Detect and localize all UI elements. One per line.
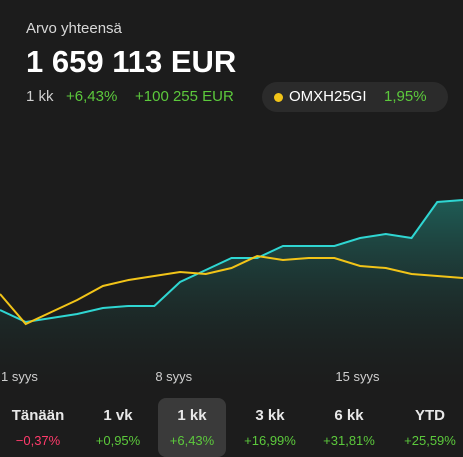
legend-pill[interactable]: OMXH25GI 1,95% xyxy=(262,82,448,112)
tab-label: Tänään xyxy=(11,407,65,424)
change-pct: +6,43% xyxy=(66,88,118,105)
period: 1 kk xyxy=(26,88,54,105)
legend-dot xyxy=(274,93,283,102)
total-label: Arvo yhteensä xyxy=(26,20,122,37)
tab[interactable]: 3 kk +16,99% xyxy=(236,398,304,457)
tab-label: YTD xyxy=(415,407,445,424)
line xyxy=(0,199,463,324)
tab-label: 6 kk xyxy=(334,407,364,424)
x-tick-label: 1 syys xyxy=(1,369,38,384)
tab-label: 1 vk xyxy=(103,407,133,424)
tab-change: +0,95% xyxy=(95,433,141,448)
tab-change: +25,59% xyxy=(404,433,456,448)
tab-change: +31,81% xyxy=(323,433,375,448)
legend-change: 1,95% xyxy=(384,88,427,105)
tab-label: 1 kk xyxy=(177,407,207,424)
tab[interactable]: 6 kk +31,81% xyxy=(315,398,383,457)
x-tick-label: 15 syys xyxy=(335,369,380,384)
area xyxy=(0,200,463,390)
tab-change: +16,99% xyxy=(244,433,296,448)
tab[interactable]: YTD +25,59% xyxy=(396,398,463,457)
line xyxy=(0,254,463,326)
legend-name: OMXH25GI xyxy=(289,88,367,105)
change-abs: +100 255 EUR xyxy=(135,88,234,105)
tab[interactable]: Tänään −0,37% xyxy=(4,398,72,457)
tab[interactable]: 1 vk +0,95% xyxy=(84,398,152,457)
tab-change: +6,43% xyxy=(169,433,215,448)
total-value: 1 659 113 EUR xyxy=(26,44,237,79)
x-tick-label: 8 syys xyxy=(155,369,192,384)
tab[interactable]: 1 kk +6,43% xyxy=(158,398,226,457)
tab-label: 3 kk xyxy=(255,407,285,424)
tab-change: −0,37% xyxy=(15,433,61,448)
